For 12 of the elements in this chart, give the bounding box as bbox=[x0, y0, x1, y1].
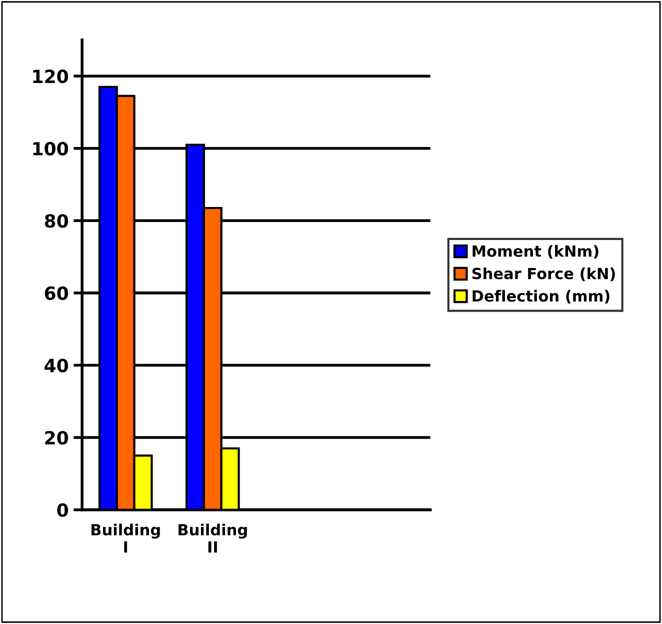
legend-label: Shear Force (kN) bbox=[472, 267, 615, 282]
legend-label: Moment (kNm) bbox=[472, 245, 598, 259]
x-tick-label: Building I bbox=[92, 524, 160, 553]
y-tick-label: 100 bbox=[33, 142, 68, 156]
y-tick-label: 0 bbox=[57, 503, 68, 517]
y-tick-label: 120 bbox=[33, 70, 68, 84]
y-tick-label: 80 bbox=[44, 214, 68, 228]
y-tick-label: 60 bbox=[44, 286, 68, 300]
legend-label: Deflection (mm) bbox=[472, 290, 610, 304]
x-tick-label: Building II bbox=[178, 524, 247, 553]
y-tick-label: 40 bbox=[44, 358, 68, 372]
y-tick-label: 20 bbox=[45, 430, 68, 445]
